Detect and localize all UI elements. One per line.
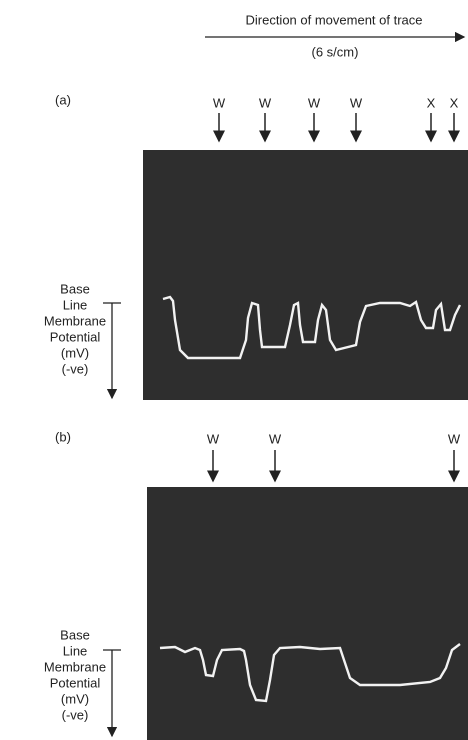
figure: Direction of movement of trace (6 s/cm) … xyxy=(0,0,468,740)
axis-label: (mV) xyxy=(61,691,89,706)
axis-label: Membrane xyxy=(44,313,106,328)
trace-screen xyxy=(143,150,468,400)
stimulus-marker: W xyxy=(448,431,461,446)
axis-label: Line xyxy=(63,643,88,658)
panel-label: (a) xyxy=(55,92,71,107)
axis-label: Membrane xyxy=(44,659,106,674)
axis-label: Base xyxy=(60,281,90,296)
axis-label: (mV) xyxy=(61,345,89,360)
stimulus-marker: W xyxy=(350,95,363,110)
axis-label: (-ve) xyxy=(62,361,89,376)
scale-label: (6 s/cm) xyxy=(312,44,359,59)
trace-screen xyxy=(147,487,468,740)
axis-label: Line xyxy=(63,297,88,312)
stimulus-marker: X xyxy=(450,95,459,110)
stimulus-marker: W xyxy=(269,431,282,446)
stimulus-marker: W xyxy=(207,431,220,446)
axis-label: Potential xyxy=(50,329,101,344)
stimulus-marker: W xyxy=(308,95,321,110)
direction-label: Direction of movement of trace xyxy=(245,12,422,27)
stimulus-marker: X xyxy=(427,95,436,110)
panel-label: (b) xyxy=(55,429,71,444)
axis-label: Base xyxy=(60,627,90,642)
stimulus-marker: W xyxy=(213,95,226,110)
axis-label: Potential xyxy=(50,675,101,690)
axis-label: (-ve) xyxy=(62,707,89,722)
stimulus-marker: W xyxy=(259,95,272,110)
